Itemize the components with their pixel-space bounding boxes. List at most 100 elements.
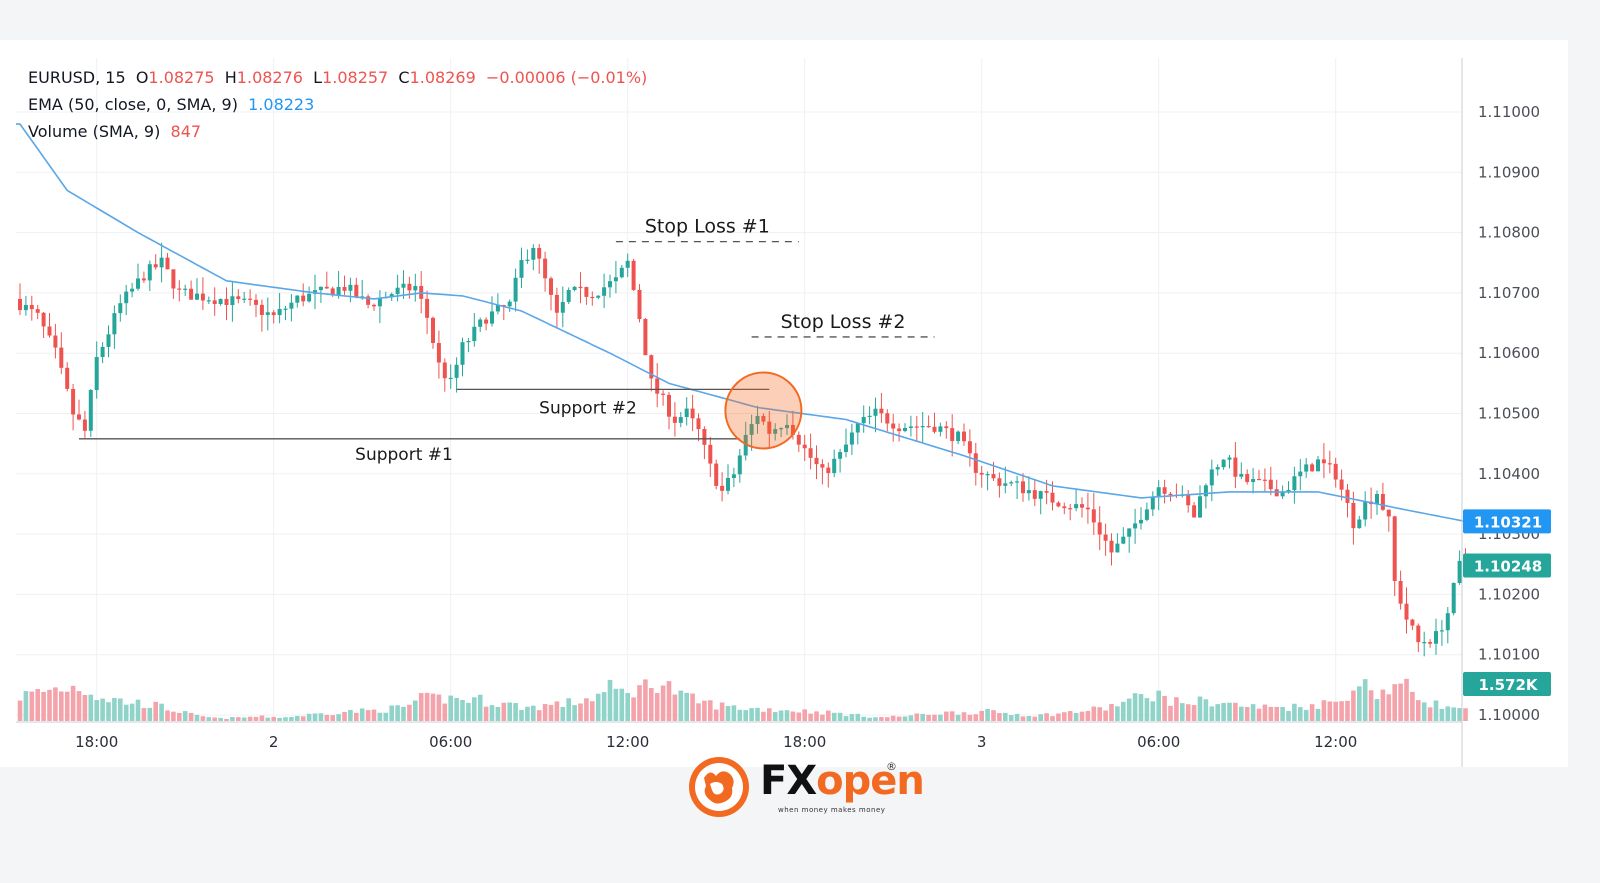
high-value: 1.08276	[236, 68, 303, 87]
volume-bar	[731, 705, 737, 721]
candle-body	[560, 301, 565, 313]
time-tick-label: 3	[977, 733, 987, 751]
volume-bar	[1256, 708, 1262, 721]
candle-body	[578, 286, 583, 289]
volume-bar	[1038, 714, 1043, 721]
candle-body	[478, 319, 483, 327]
candle-body	[1150, 496, 1155, 510]
candle-body	[767, 421, 772, 434]
time-axis[interactable]: 18:00 2 06:00 12:00 18:00 3 06:00 12:00	[75, 733, 1357, 751]
candle-body	[454, 364, 459, 378]
candle-body	[112, 313, 117, 335]
candle-body	[891, 423, 896, 429]
candle-body	[200, 293, 205, 301]
price-axis[interactable]: 1.11000 1.10900 1.10800 1.10700 1.10600 1.105…	[1478, 103, 1540, 724]
volume-bar	[135, 699, 141, 721]
volume-bar	[920, 713, 925, 721]
annotation-label: Support #1	[355, 445, 453, 465]
candle-body	[189, 288, 194, 300]
candle-body	[1103, 534, 1108, 541]
volume-bar	[1138, 694, 1144, 721]
annotations: Stop Loss #1 Stop Loss #2 Support #2 Suppor…	[79, 216, 935, 465]
volume-bar	[1168, 705, 1173, 721]
candle-body	[962, 431, 966, 442]
candle-body	[549, 278, 553, 295]
volume-bar	[300, 716, 306, 721]
legend-row-volume: Volume (SMA, 9) 847	[28, 122, 201, 141]
volume-bar	[973, 714, 979, 721]
price-price-badge-label: 1.10248	[1474, 557, 1542, 575]
candle-body	[826, 467, 831, 474]
volume-bar	[997, 713, 1002, 721]
volume-bar	[938, 714, 943, 721]
candle-body	[354, 284, 359, 298]
volume-bar	[755, 707, 760, 721]
symbol-label[interactable]: EURUSD, 15	[28, 68, 126, 87]
candle-body	[649, 355, 654, 379]
candle-body	[413, 285, 418, 291]
volume-bar	[271, 716, 276, 721]
candle-body	[537, 247, 542, 259]
volume-bar	[1097, 707, 1102, 721]
time-tick-label: 12:00	[606, 733, 649, 751]
volume-bar	[224, 718, 229, 721]
candle-body	[224, 298, 229, 306]
volume-bar	[495, 706, 501, 721]
volume-bar	[436, 694, 442, 721]
candle-body	[1298, 471, 1303, 477]
volume-bar	[1262, 704, 1268, 721]
ema-label[interactable]: EMA (50, close, 0, SMA, 9)	[28, 95, 238, 114]
volume-bar	[967, 714, 973, 721]
volume-bar	[808, 713, 813, 721]
volume-bar	[82, 695, 88, 721]
volume-bar	[88, 694, 94, 721]
volume-bar	[619, 688, 625, 721]
volume-bar	[507, 702, 512, 721]
volume-bar	[1439, 708, 1445, 721]
volume-bar	[607, 679, 613, 721]
candle-body	[77, 414, 81, 420]
volume-bar	[548, 704, 554, 721]
ema-price-badge-label: 1.10321	[1474, 513, 1542, 531]
volume-bar	[1032, 716, 1038, 721]
candle-body	[1044, 491, 1049, 493]
volume-bar	[424, 692, 430, 721]
volume-bars	[17, 678, 1468, 721]
candle-body	[655, 378, 660, 394]
volume-bar	[1003, 712, 1008, 721]
candle-body	[442, 362, 447, 379]
volume-bar	[1150, 701, 1156, 721]
volume-bar	[631, 697, 636, 721]
candle-body	[1345, 489, 1350, 503]
volume-bar	[1056, 713, 1061, 721]
candle-body	[1304, 464, 1309, 472]
candle-body	[177, 288, 182, 290]
volume-label[interactable]: Volume (SMA, 9)	[28, 122, 161, 141]
volume-bar	[666, 681, 672, 721]
candle-body	[1091, 509, 1096, 523]
candle-body	[436, 343, 441, 363]
candle-body	[389, 294, 394, 298]
volume-bar	[761, 711, 766, 721]
volume-bar	[595, 693, 601, 721]
volume-bar	[1144, 698, 1150, 721]
candle-body	[283, 308, 288, 310]
volume-bar	[265, 717, 271, 721]
volume-bar	[926, 714, 931, 721]
volume-bar	[525, 706, 530, 721]
volume-bar	[849, 714, 855, 721]
volume-bar	[371, 709, 377, 721]
candle-body	[242, 298, 247, 300]
volume-bar	[1398, 683, 1403, 721]
volume-bar	[501, 702, 507, 721]
open-value: 1.08275	[148, 68, 215, 87]
volume-bar	[188, 712, 194, 721]
volume-bar	[247, 716, 253, 721]
candle-body	[171, 269, 176, 289]
candle-body	[761, 415, 766, 422]
candle-body	[401, 283, 406, 288]
candle-body	[525, 259, 530, 261]
annotation-label: Stop Loss #2	[781, 311, 906, 333]
candle-body	[1380, 494, 1385, 510]
